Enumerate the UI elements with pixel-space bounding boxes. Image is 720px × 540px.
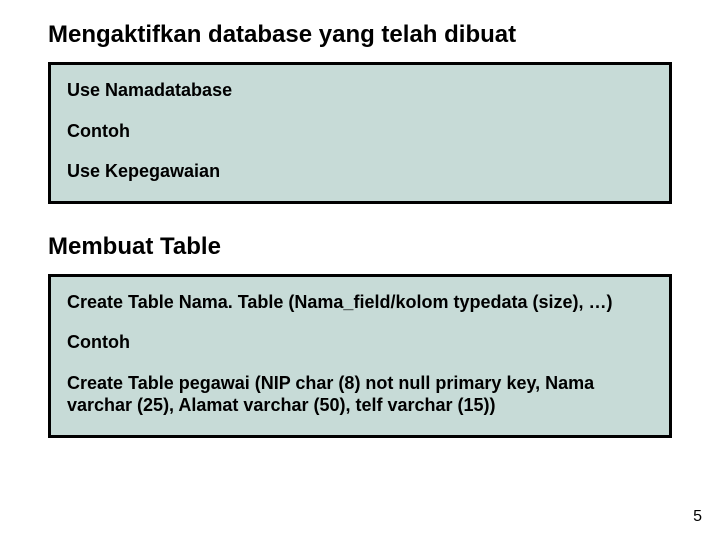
page-number: 5 xyxy=(693,508,702,526)
spacer xyxy=(67,142,653,160)
spacer xyxy=(67,354,653,372)
spacer xyxy=(67,102,653,120)
code-line: Contoh xyxy=(67,331,653,354)
code-line: Create Table Nama. Table (Nama_field/kol… xyxy=(67,291,653,314)
code-line: Use Kepegawaian xyxy=(67,160,653,183)
code-line: Use Namadatabase xyxy=(67,79,653,102)
heading-create-table: Membuat Table xyxy=(48,232,672,262)
spacer xyxy=(67,313,653,331)
heading-activate-db: Mengaktifkan database yang telah dibuat xyxy=(48,20,672,50)
codebox-create-table: Create Table Nama. Table (Nama_field/kol… xyxy=(48,274,672,438)
code-line: Contoh xyxy=(67,120,653,143)
code-line: Create Table pegawai (NIP char (8) not n… xyxy=(67,372,653,417)
codebox-activate-db: Use Namadatabase Contoh Use Kepegawaian xyxy=(48,62,672,204)
slide-page: Mengaktifkan database yang telah dibuat … xyxy=(0,0,720,540)
